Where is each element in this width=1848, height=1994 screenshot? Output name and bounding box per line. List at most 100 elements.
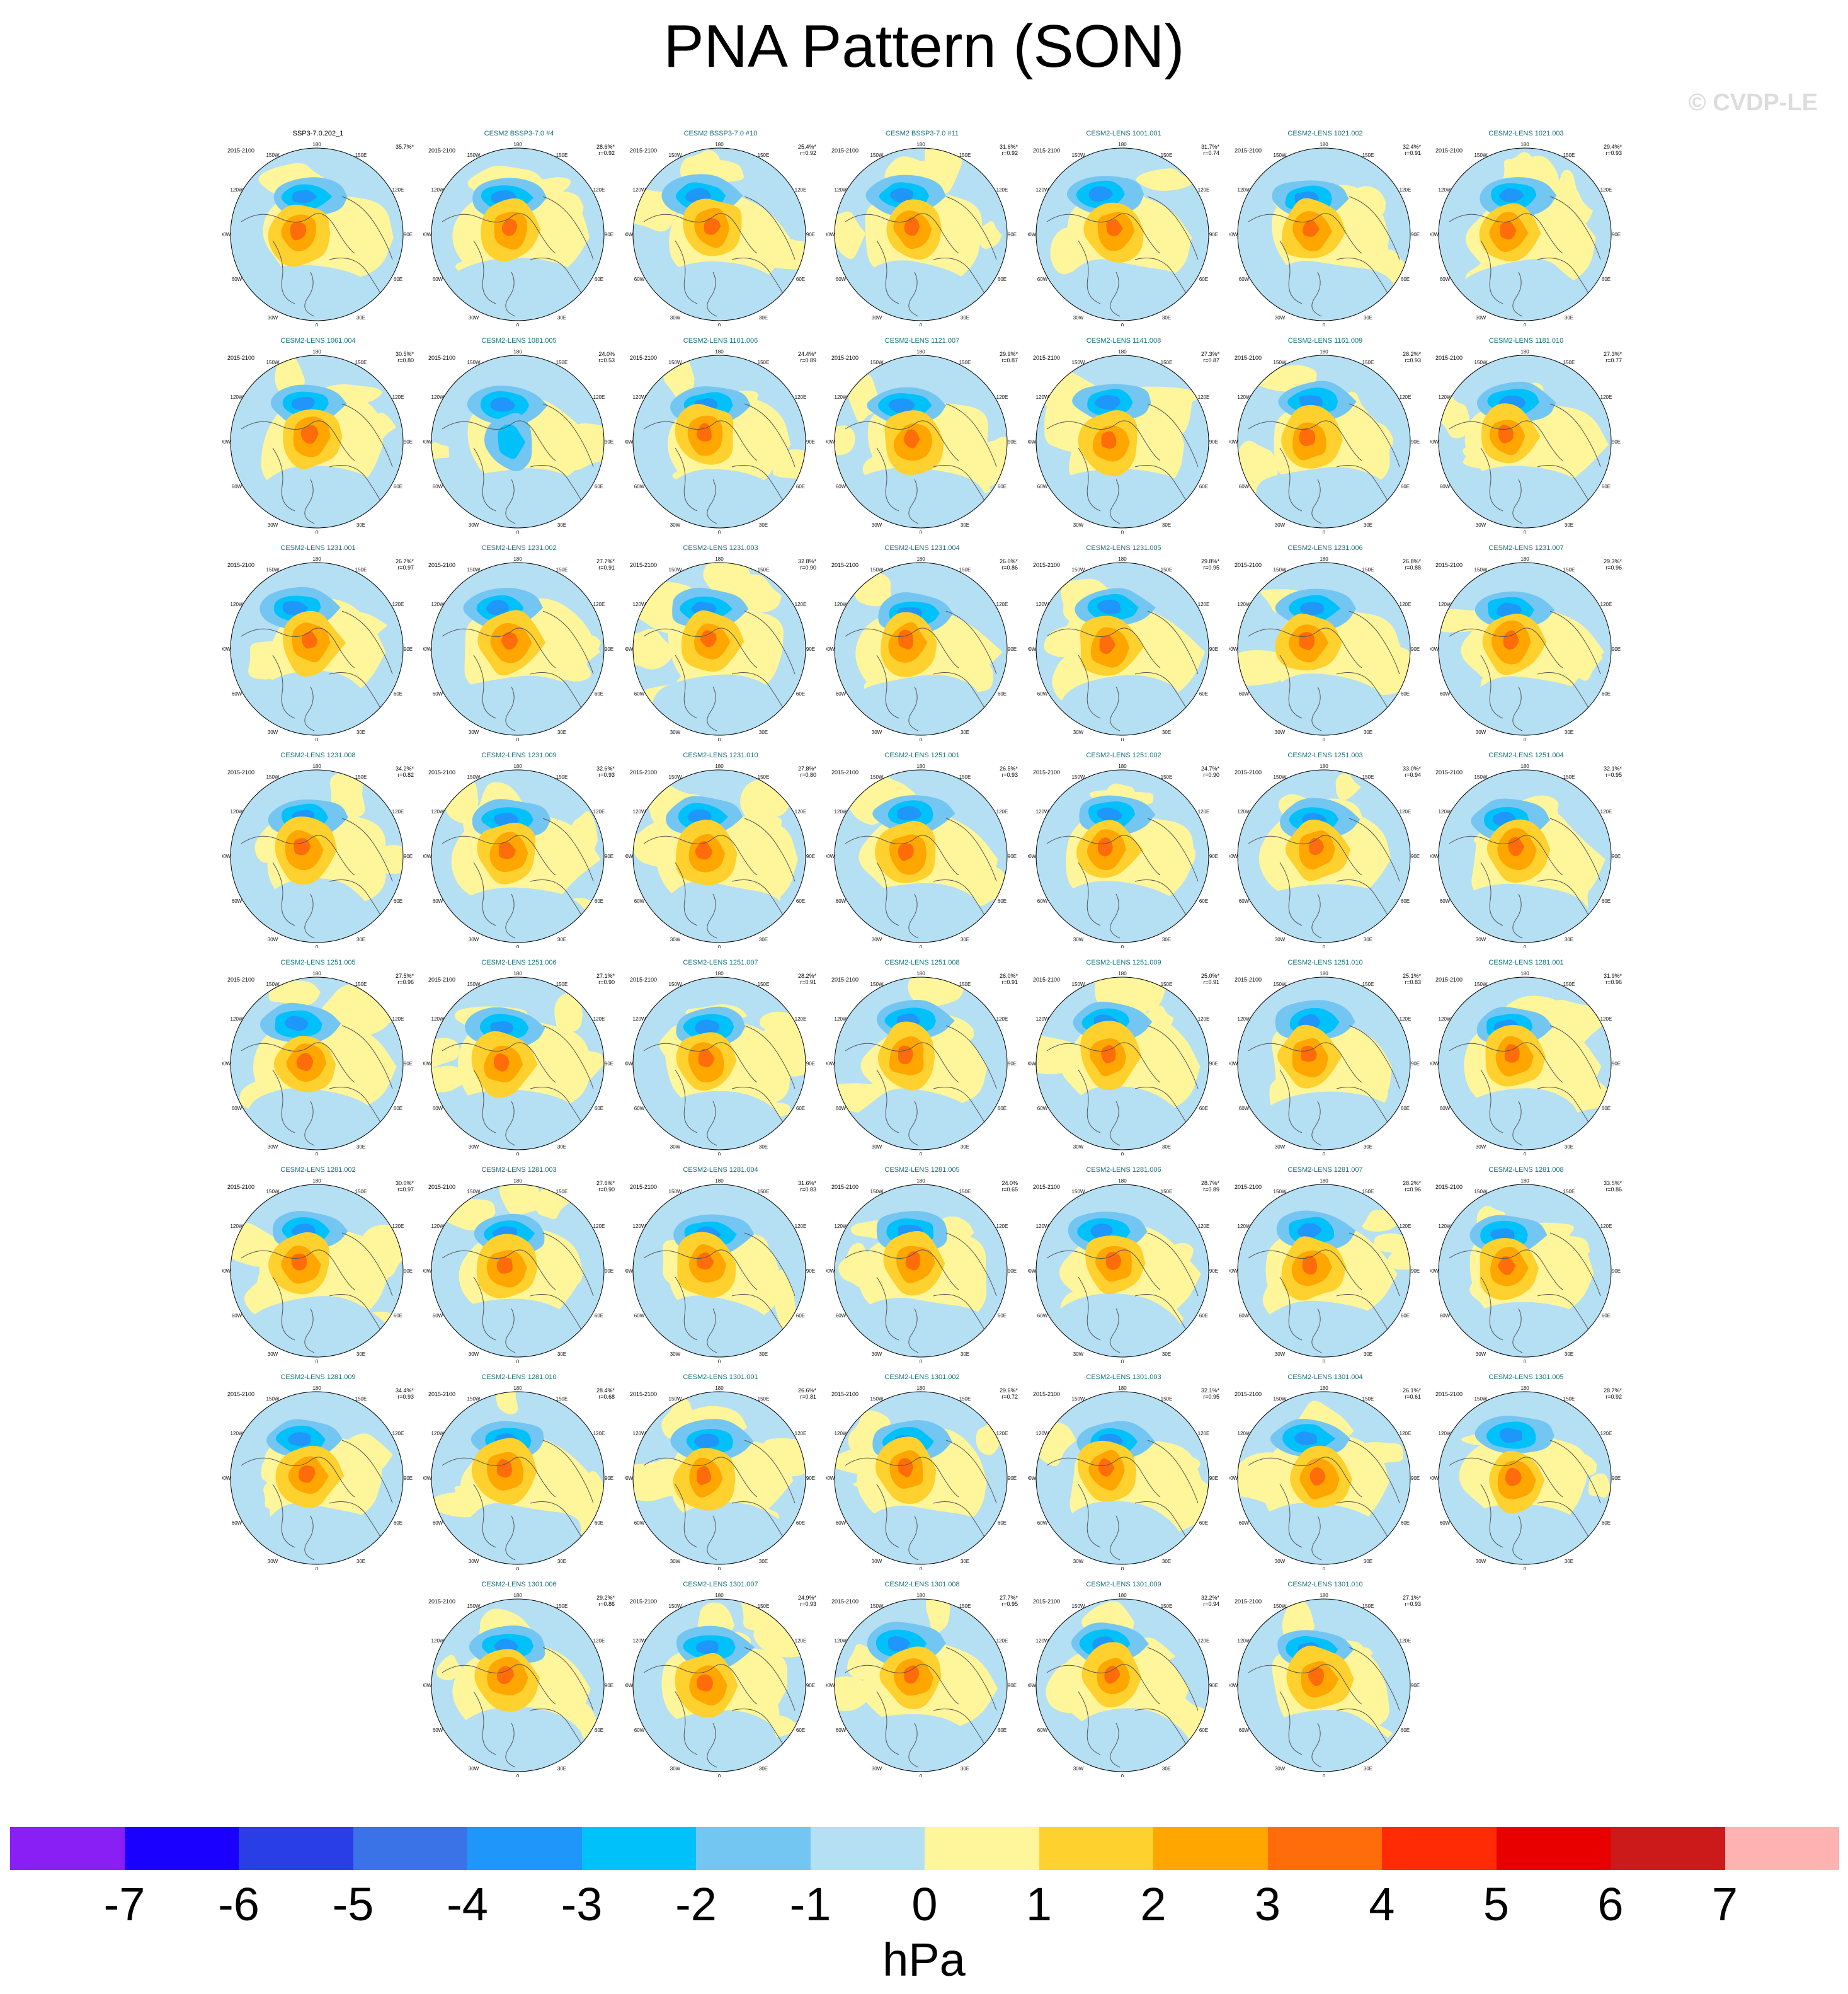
coastline: [1549, 1440, 1601, 1504]
longitude-label: 180: [1520, 556, 1529, 562]
positive-anomaly-contour: [1308, 1667, 1325, 1686]
coastline: [945, 818, 997, 882]
longitude-label: 150E: [355, 360, 367, 365]
colorbar-box: [696, 1827, 811, 1870]
longitude-label: 0: [1121, 1359, 1124, 1363]
longitude-label: 60E: [796, 1728, 805, 1733]
panel-stats: 34.4%* r=0.93: [396, 1387, 414, 1400]
positive-anomaly-contour: [696, 1466, 711, 1486]
map-panel: CESM2-LENS 1001.001 2015-2100 31.7%* r=0.74…: [1028, 130, 1219, 326]
map-border: [1237, 1391, 1411, 1565]
coastline: [744, 610, 796, 675]
panel-title: CESM2-LENS 1231.002: [481, 544, 557, 552]
panel-percent: 26.0%*: [999, 558, 1018, 564]
longitude-label: 0: [316, 530, 319, 534]
panel-stats: 28.6%* r=0.92: [596, 144, 615, 156]
coastline: [675, 1276, 698, 1341]
panel-period: 2015-2100: [428, 1391, 456, 1397]
longitude-label: 60E: [1401, 898, 1410, 904]
longitude-label: 150E: [1563, 982, 1575, 987]
panel-period: 2015-2100: [428, 147, 456, 154]
map-border: [1237, 147, 1411, 321]
panel-stats: 28.7%* r=0.89: [1201, 1180, 1219, 1193]
panel-period: 2015-2100: [831, 355, 859, 361]
positive-anomaly-region: [1588, 1473, 1611, 1498]
longitude-label: 0: [920, 737, 923, 741]
panel-title: CESM2-LENS 1301.005: [1488, 1373, 1564, 1381]
coastline: [304, 1101, 315, 1146]
longitude-label: 0: [718, 530, 721, 534]
longitude-label: 150W: [870, 360, 884, 365]
panel-title: CESM2-LENS 1281.002: [280, 1166, 356, 1174]
positive-anomaly-contour: [300, 425, 319, 444]
longitude-label: 90W: [1229, 439, 1238, 445]
longitude-label: 60E: [1602, 691, 1611, 697]
polar-map: 180 150W 150E 120W 120E 90W 90E 60W 60E 30W 30E 0: [826, 556, 1017, 741]
longitude-label: 150W: [669, 1396, 682, 1402]
positive-anomaly-contour: [294, 838, 311, 856]
longitude-label: 60W: [634, 1313, 645, 1319]
longitude-label: 180: [1320, 1385, 1328, 1391]
panel-title: CESM2-LENS 1081.005: [481, 337, 557, 345]
longitude-label: 60E: [1602, 898, 1611, 904]
longitude-label: 180: [916, 1593, 925, 1598]
longitude-label: 150E: [1161, 774, 1173, 780]
longitude-label: 150E: [1362, 1396, 1374, 1402]
longitude-label: 150W: [669, 982, 682, 987]
coastline: [304, 272, 315, 317]
longitude-label: 90E: [806, 646, 815, 652]
polar-map: 180 150W 150E 120W 120E 90W 90E 60W 60E 30W 30E 0: [423, 1385, 613, 1570]
longitude-label: 30W: [1476, 522, 1486, 528]
negative-anomaly-region: [450, 1503, 582, 1564]
colorbar-tick: 1: [1025, 1878, 1052, 1930]
longitude-label: 150W: [266, 774, 280, 780]
negative-anomaly-contour: [1299, 395, 1323, 409]
colorbar-tick: 2: [1140, 1878, 1166, 1930]
longitude-label: 180: [715, 1385, 724, 1391]
coastline: [272, 1484, 295, 1548]
longitude-label: 120W: [231, 1016, 244, 1022]
coastline: [1512, 893, 1523, 939]
coastline: [542, 1025, 594, 1089]
negative-anomaly-region: [654, 1502, 796, 1564]
negative-anomaly-contour: [498, 424, 526, 459]
longitude-label: 90E: [605, 439, 613, 445]
coastline: [1248, 420, 1362, 461]
negative-anomaly-contour: [490, 397, 516, 412]
positive-anomaly-region: [703, 563, 751, 597]
panel-stats: 28.2%* r=0.91: [798, 973, 816, 985]
panel-correlation: r=0.74: [1203, 150, 1219, 156]
longitude-label: 120E: [795, 602, 807, 607]
panel-title: CESM2-LENS 1251.003: [1287, 752, 1363, 759]
coastline: [1349, 1025, 1400, 1089]
panel-stats: 31.6%* r=0.92: [1000, 144, 1018, 156]
colorbar-tick: -1: [789, 1878, 831, 1930]
negative-anomaly-region: [652, 469, 784, 528]
panel-correlation: r=0.96: [397, 979, 414, 985]
panel-correlation: r=0.65: [1001, 1186, 1018, 1193]
longitude-label: 30E: [1162, 1351, 1171, 1357]
longitude-label: 120E: [593, 1016, 605, 1022]
longitude-label: 90W: [1229, 646, 1238, 652]
panel-period: 2015-2100: [1435, 1391, 1463, 1397]
panel-percent: 29.4%*: [1603, 144, 1622, 150]
positive-anomaly-contour: [496, 1666, 515, 1685]
map-panel: CESM2-LENS 1301.008 2015-2100 27.7%* r=0.95…: [826, 1581, 1018, 1777]
longitude-label: 30E: [759, 1559, 768, 1564]
map-border: [431, 769, 605, 943]
panel-title: CESM2-LENS 1101.006: [683, 337, 758, 345]
map-border: [1035, 977, 1209, 1150]
positive-anomaly-region: [926, 1599, 950, 1638]
longitude-label: 90W: [423, 854, 432, 859]
negative-anomaly-contour: [292, 396, 315, 411]
longitude-label: 90W: [222, 439, 231, 445]
negative-anomaly-contour: [486, 600, 510, 616]
longitude-label: 120E: [593, 394, 605, 400]
longitude-label: 90W: [826, 1683, 835, 1688]
polar-map: 180 150W 150E 120W 120E 90W 90E 60W 60E 30W 30E 0: [625, 1178, 815, 1363]
longitude-label: 120E: [1400, 1638, 1412, 1644]
longitude-label: 30W: [1275, 315, 1286, 321]
coastline: [1279, 655, 1303, 719]
panel-correlation: r=0.94: [1203, 1601, 1219, 1607]
coastline: [1449, 1457, 1563, 1498]
